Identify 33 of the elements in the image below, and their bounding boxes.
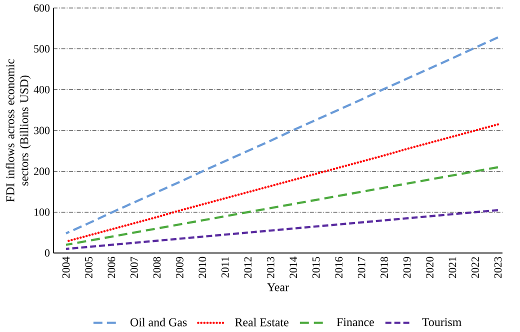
y-axis-title: FDI inflows across economic sectors (Billions USD) xyxy=(6,59,31,202)
x-tick-label: 2018 xyxy=(380,256,388,278)
x-tick-label: 2013 xyxy=(266,256,274,278)
x-tick-label: 2021 xyxy=(448,257,456,278)
legend-label: Oil and Gas xyxy=(130,318,187,326)
x-axis-title: Year xyxy=(267,283,289,292)
y-tick-label: 400 xyxy=(34,86,50,94)
x-tick-label: 2014 xyxy=(290,256,298,278)
x-tick-label: 2023 xyxy=(494,256,502,278)
y-tick-label: 0 xyxy=(44,249,50,257)
y-tick-label: 100 xyxy=(34,208,50,216)
legend-label: Tourism xyxy=(422,318,462,326)
x-tick-label: 2009 xyxy=(176,256,184,278)
x-tick-label: 2011 xyxy=(221,257,229,278)
x-tick-label: 2017 xyxy=(358,256,366,278)
x-tick-label: 2008 xyxy=(153,256,161,278)
legend-label: Real Estate xyxy=(235,318,288,326)
y-tick-label: 500 xyxy=(34,45,50,53)
x-tick-label: 2010 xyxy=(198,256,206,278)
y-tick-label: 200 xyxy=(34,168,50,176)
y-tick-label: 300 xyxy=(34,126,50,134)
y-tick-label: 600 xyxy=(34,4,50,12)
x-tick-label: 2012 xyxy=(244,257,252,278)
x-tick-label: 2016 xyxy=(335,256,343,278)
x-tick-label: 2005 xyxy=(85,256,92,278)
x-tick-label: 2022 xyxy=(472,257,479,278)
x-tick-label: 2006 xyxy=(108,256,116,278)
x-tick-label: 2007 xyxy=(130,256,138,278)
x-tick-label: 2019 xyxy=(403,256,411,278)
legend-label: Finance xyxy=(336,318,374,326)
x-tick-label: 2020 xyxy=(426,256,434,278)
x-tick-label: 2015 xyxy=(312,256,320,278)
x-tick-label: 2004 xyxy=(62,256,70,278)
